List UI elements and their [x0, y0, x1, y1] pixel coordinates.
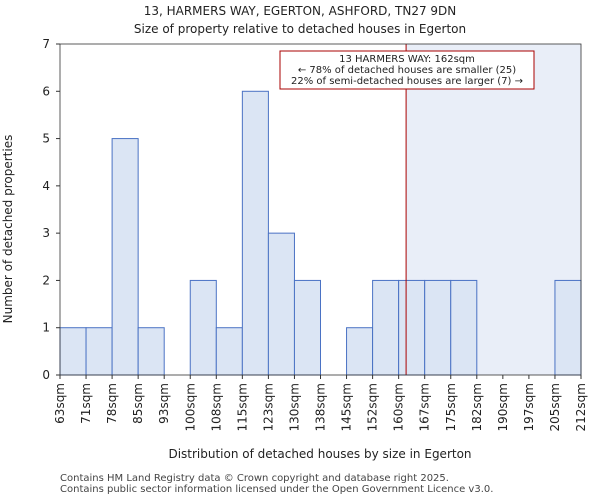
bar-78sqm: [111, 138, 139, 376]
chart-subtitle: Size of property relative to detached ho…: [134, 22, 466, 36]
x-tick-label: 130sqm: [287, 383, 301, 431]
bar-123sqm: [267, 232, 295, 376]
bar-145sqm: [346, 327, 374, 376]
x-tick-label: 93sqm: [157, 383, 171, 424]
x-tick-label: 197sqm: [522, 383, 536, 431]
bar-130sqm: [293, 279, 322, 376]
bar-115sqm: [241, 90, 269, 376]
bar-108sqm: [215, 327, 243, 376]
bar-160sqm: [398, 279, 426, 376]
y-tick-label: 5: [42, 132, 50, 146]
x-tick-label: 145sqm: [340, 383, 354, 431]
y-tick-label: 4: [42, 179, 50, 193]
x-tick-label: 152sqm: [366, 383, 380, 431]
bar-85sqm: [137, 327, 165, 376]
annotation-line-2: ← 78% of detached houses are smaller (25…: [298, 65, 516, 76]
chart-title: 13, HARMERS WAY, EGERTON, ASHFORD, TN27 …: [144, 4, 457, 18]
bar-71sqm: [85, 327, 113, 376]
footer-line-2: Contains public sector information licen…: [60, 484, 494, 495]
y-tick-label: 7: [42, 37, 50, 51]
x-tick-label: 182sqm: [470, 383, 484, 431]
x-tick-label: 190sqm: [496, 383, 510, 431]
footer-line-1: Contains HM Land Registry data © Crown c…: [60, 473, 449, 484]
x-tick-label: 85sqm: [131, 383, 145, 424]
bar-152sqm: [372, 279, 400, 376]
y-tick-label: 1: [42, 321, 50, 335]
x-tick-label: 138sqm: [314, 383, 328, 431]
x-tick-label: 71sqm: [79, 383, 93, 424]
x-tick-label: 108sqm: [209, 383, 223, 431]
x-axis-label: Distribution of detached houses by size …: [168, 447, 471, 461]
y-tick-label: 0: [42, 368, 50, 382]
x-tick-label: 175sqm: [444, 383, 458, 431]
annotation-line-3: 22% of semi-detached houses are larger (…: [291, 76, 523, 87]
x-tick-label: 160sqm: [392, 383, 406, 431]
bar-63sqm: [59, 327, 87, 376]
annotation-line-1: 13 HARMERS WAY: 162sqm: [339, 54, 475, 65]
y-tick-label: 6: [42, 84, 50, 98]
y-axis-label: Number of detached properties: [1, 135, 15, 324]
bar-100sqm: [189, 279, 217, 376]
x-tick-label: 123sqm: [261, 383, 275, 431]
bar-167sqm: [424, 279, 452, 376]
x-tick-label: 167sqm: [418, 383, 432, 431]
bar-205sqm: [554, 279, 582, 376]
x-tick-label: 78sqm: [105, 383, 119, 424]
x-tick-label: 205sqm: [548, 383, 562, 431]
x-tick-label: 100sqm: [183, 383, 197, 431]
x-tick-label: 115sqm: [235, 383, 249, 431]
bar-175sqm: [450, 279, 478, 376]
x-tick-label: 212sqm: [574, 383, 588, 431]
y-tick-label: 2: [42, 273, 50, 287]
annotation-box: 13 HARMERS WAY: 162sqm ← 78% of detached…: [279, 50, 535, 90]
y-tick-label: 3: [42, 226, 50, 240]
x-tick-label: 63sqm: [53, 383, 67, 424]
